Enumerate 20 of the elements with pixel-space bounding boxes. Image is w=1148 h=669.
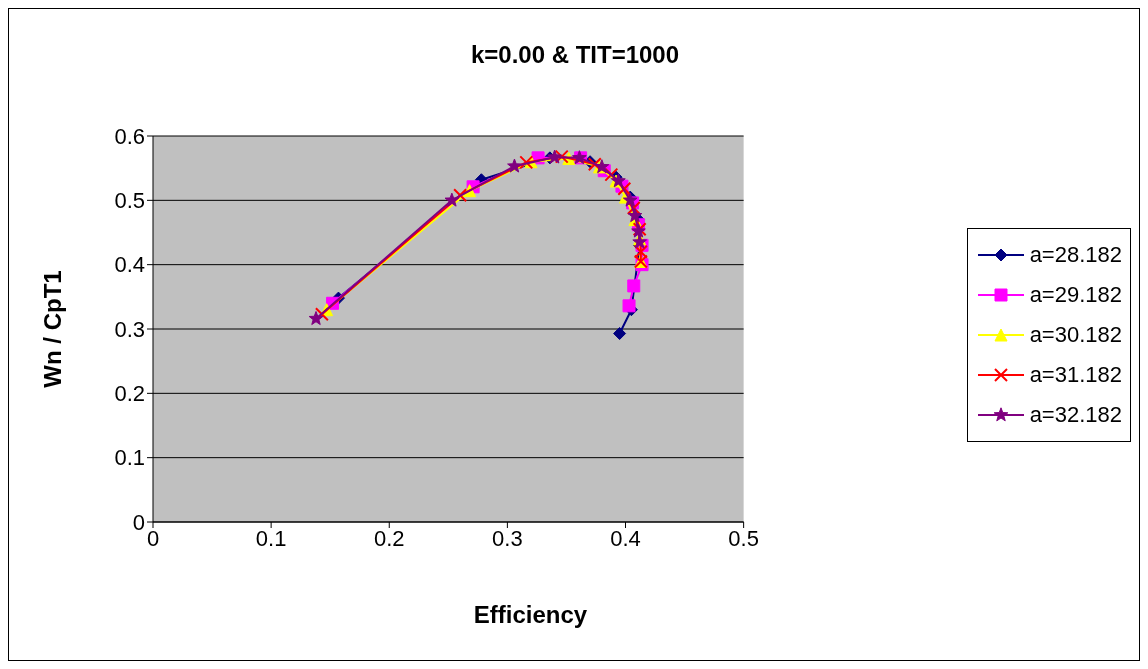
x-tick-label: 0.2 bbox=[373, 525, 405, 551]
y-tick-label: 0.1 bbox=[114, 445, 145, 471]
y-axis-title: Wn / CpT1 bbox=[39, 270, 67, 388]
y-tick-label: 0.5 bbox=[114, 188, 145, 214]
y-tick-label: 0.2 bbox=[114, 381, 145, 407]
x-tick-label: 0.1 bbox=[255, 525, 287, 551]
legend-label: a=30.182 bbox=[1029, 321, 1122, 348]
x-tick-label: 0.5 bbox=[728, 525, 759, 551]
x-tick-label: 0.3 bbox=[492, 525, 523, 551]
legend-label: a=32.182 bbox=[1029, 401, 1122, 428]
legend-label: a=28.182 bbox=[1029, 241, 1122, 268]
x-tick-label: 0.4 bbox=[610, 525, 641, 551]
y-tick-label: 0.6 bbox=[114, 123, 145, 149]
y-tick-label: 0 bbox=[132, 509, 145, 535]
chart-title: k=0.00 & TIT=1000 bbox=[469, 41, 681, 69]
legend-label: a=31.182 bbox=[1029, 361, 1122, 388]
legend-label: a=29.182 bbox=[1029, 281, 1122, 308]
x-axis-title: Efficiency bbox=[472, 601, 589, 629]
y-tick-label: 0.4 bbox=[114, 252, 145, 278]
y-tick-label: 0.3 bbox=[114, 316, 145, 342]
